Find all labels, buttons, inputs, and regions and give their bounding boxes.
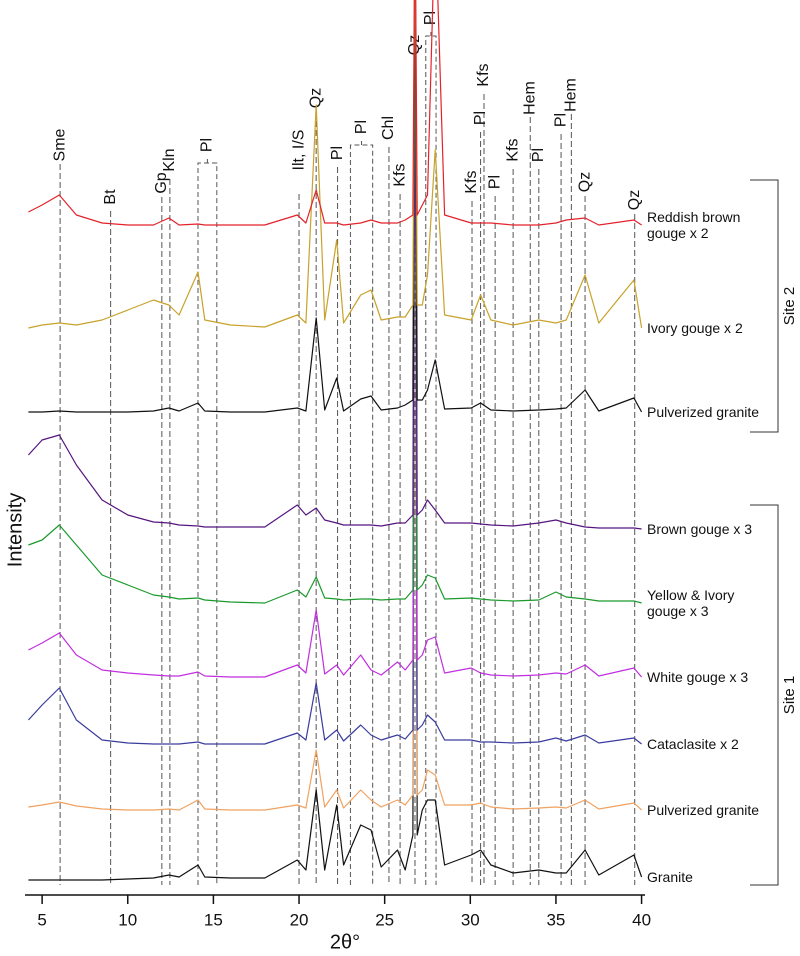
x-tick-label: 40 bbox=[632, 910, 651, 929]
legend-label: Cataclasite x 2 bbox=[647, 736, 739, 752]
legend-label: Brown gouge x 3 bbox=[647, 521, 753, 537]
x-axis-title: 2θ° bbox=[330, 931, 360, 953]
annotation-label: Hem bbox=[563, 78, 580, 112]
x-tick-label: 15 bbox=[204, 910, 223, 929]
series-line bbox=[28, 0, 643, 678]
series-line bbox=[28, 0, 643, 329]
annotation-label: Bt bbox=[102, 189, 119, 205]
annotation-label: Pl bbox=[530, 148, 547, 162]
series-line bbox=[28, 0, 643, 811]
annotation-label: Pl bbox=[486, 175, 503, 189]
x-tick-label: 35 bbox=[546, 910, 565, 929]
series-line bbox=[28, 0, 643, 413]
legend-label: Pulverized granite bbox=[647, 404, 760, 420]
x-tick-label: 30 bbox=[461, 910, 480, 929]
annotation-label: Hem bbox=[521, 81, 538, 115]
series-line bbox=[27, 0, 642, 745]
x-tick-label: 20 bbox=[290, 910, 309, 929]
annotation-label: Pl bbox=[552, 113, 569, 127]
annotation-label: Qz bbox=[626, 190, 643, 210]
annotation-label: Qz bbox=[576, 172, 593, 192]
legend-label: White gouge x 3 bbox=[647, 669, 749, 685]
series-line bbox=[28, 0, 642, 226]
y-axis-title: Intensity bbox=[4, 493, 26, 567]
legend-label: Ivory gouge x 2 bbox=[647, 320, 743, 336]
annotation-label: Kfs bbox=[391, 163, 408, 186]
annotation-label: Kln bbox=[161, 148, 178, 171]
legend-label: Pulverized granite bbox=[647, 802, 760, 818]
x-tick-label: 25 bbox=[375, 910, 394, 929]
legend-label: Yellow & Ivory gouge x 3 bbox=[647, 587, 735, 619]
annotation-label: Pl bbox=[353, 120, 370, 134]
series-line bbox=[28, 0, 642, 604]
group-label: Site 1 bbox=[781, 676, 798, 714]
annotation-label: Kfs bbox=[463, 170, 480, 193]
annotation-label: Gp bbox=[153, 172, 170, 193]
series-line bbox=[28, 0, 643, 881]
annotation-label: Ilt, I/S bbox=[290, 130, 307, 171]
annotation-label: Chl bbox=[380, 116, 397, 140]
annotation-label: Kfs bbox=[504, 138, 521, 161]
group-label: Site 2 bbox=[781, 287, 798, 325]
annotation-label: Pl bbox=[422, 11, 439, 25]
series-line bbox=[27, 0, 642, 530]
annotation-bracket bbox=[349, 144, 374, 885]
legend-label: Granite bbox=[647, 869, 693, 885]
annotation-label: Pl bbox=[472, 111, 489, 125]
annotation-bracket bbox=[197, 162, 218, 885]
annotation-label: Sme bbox=[51, 128, 68, 161]
annotation-label: Kfs bbox=[475, 63, 492, 86]
group-bracket bbox=[750, 179, 779, 433]
x-tick-label: 5 bbox=[37, 910, 46, 929]
annotation-bracket bbox=[425, 35, 437, 885]
legend-label: Reddish brown gouge x 2 bbox=[647, 209, 741, 241]
x-tick-label: 10 bbox=[118, 910, 137, 929]
annotation-label: Pl bbox=[199, 138, 216, 152]
annotation-label: Pl bbox=[329, 146, 346, 160]
group-bracket bbox=[750, 504, 779, 886]
annotation-label: Qz bbox=[307, 88, 324, 108]
